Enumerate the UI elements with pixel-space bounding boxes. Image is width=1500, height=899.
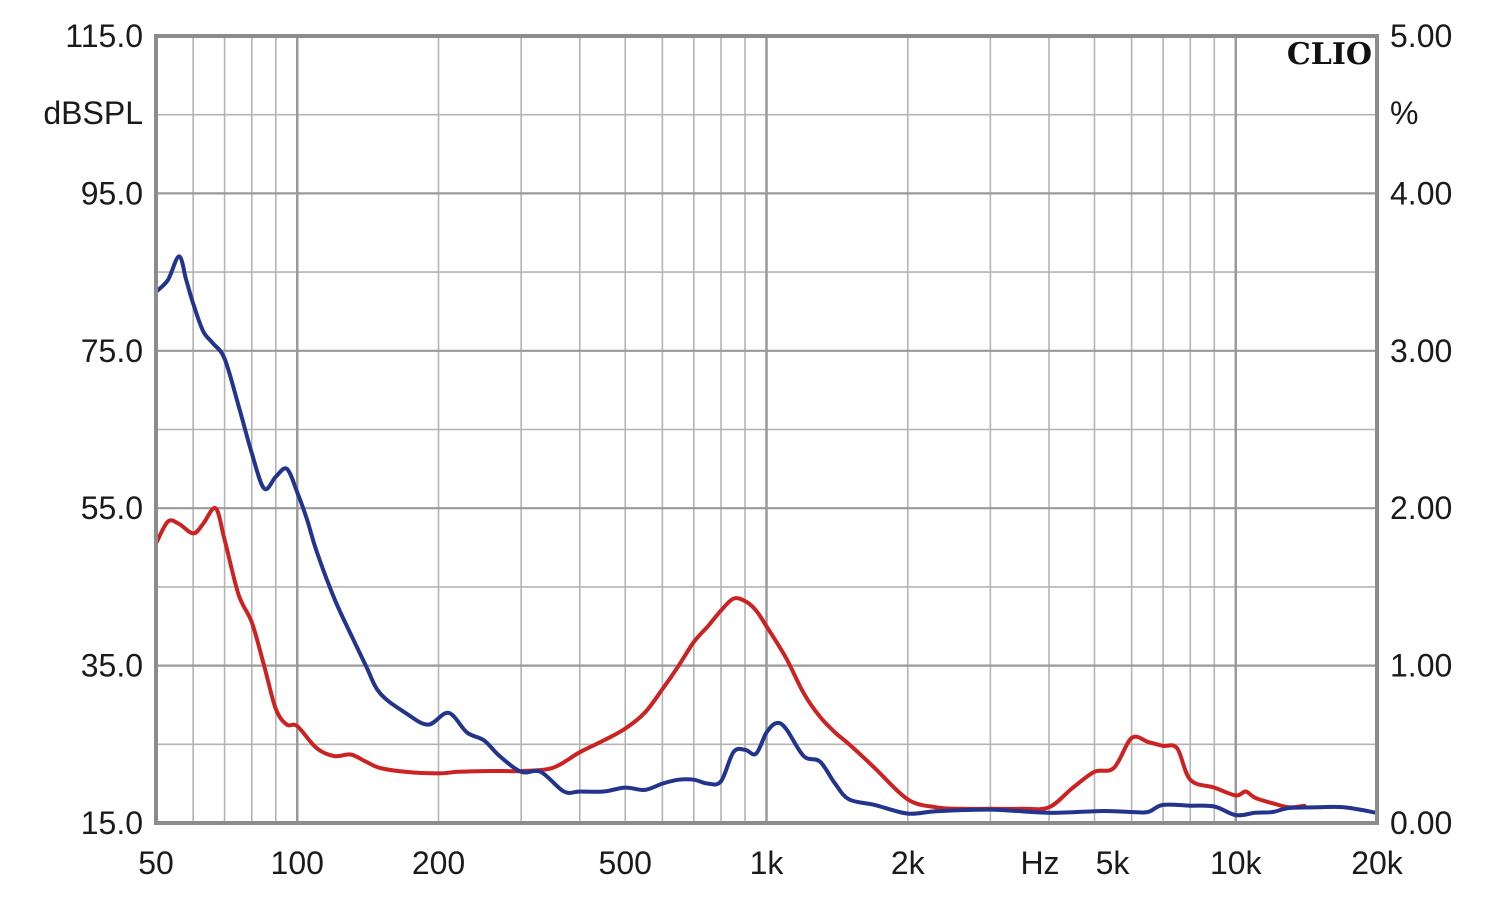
left-tick-label: 75.0 [81, 333, 143, 369]
left-axis-unit-label: dBSPL [43, 95, 143, 131]
right-axis-tick-labels: 5.00 4.00 3.00 2.00 1.00 0.00 [1390, 18, 1452, 841]
x-tick-label: 1k [750, 845, 785, 881]
plot-frame [154, 34, 1379, 825]
x-tick-label: 20k [1351, 845, 1404, 881]
x-tick-label: 200 [412, 845, 465, 881]
left-axis-tick-labels: 115.0 95.0 75.0 55.0 35.0 15.0 [65, 18, 143, 841]
x-tick-label: 500 [599, 845, 652, 881]
series-layer [154, 254, 1379, 818]
x-axis-unit-label: Hz [1020, 845, 1059, 881]
x-axis-tick-labels: 50 100 200 500 1k 2k 5k 10k 20k [138, 845, 1404, 881]
right-tick-label: 0.00 [1390, 805, 1452, 841]
right-axis-unit-label: % [1390, 95, 1418, 131]
left-tick-label: 55.0 [81, 490, 143, 526]
right-tick-label: 4.00 [1390, 175, 1452, 211]
series-line-1 [154, 505, 1307, 812]
right-tick-label: 5.00 [1390, 18, 1452, 54]
left-tick-label: 95.0 [81, 175, 143, 211]
x-tick-label: 5k [1096, 845, 1131, 881]
right-tick-label: 1.00 [1390, 648, 1452, 684]
right-tick-label: 2.00 [1390, 490, 1452, 526]
clio-brand-label: CLIO [1287, 37, 1372, 72]
x-tick-label: 10k [1210, 845, 1263, 881]
major-gridlines [156, 36, 1377, 823]
left-tick-label: 15.0 [81, 805, 143, 841]
left-tick-label: 115.0 [65, 18, 143, 54]
right-tick-label: 3.00 [1390, 333, 1452, 369]
series-line-2 [154, 254, 1379, 818]
x-tick-label: 50 [138, 845, 174, 881]
x-tick-label: 2k [891, 845, 926, 881]
x-tick-label: 100 [271, 845, 324, 881]
left-tick-label: 35.0 [81, 648, 143, 684]
